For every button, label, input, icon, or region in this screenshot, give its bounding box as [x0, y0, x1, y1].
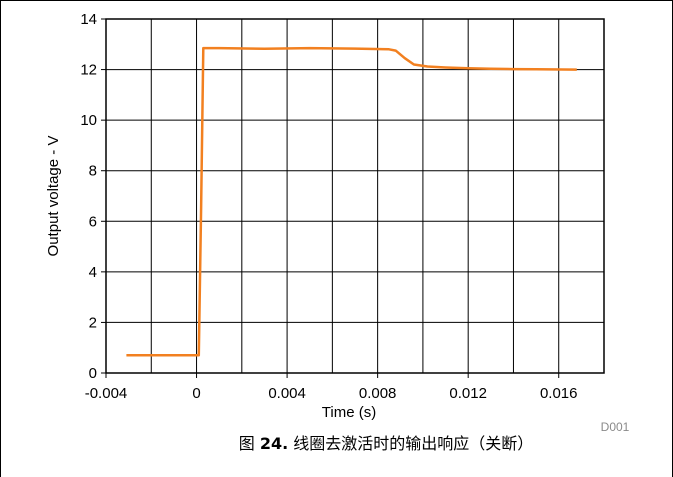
y-tick-label: 2: [89, 314, 97, 331]
caption-prefix: 图: [239, 434, 260, 453]
y-tick-label: 14: [80, 11, 97, 28]
plot-area-border: [105, 18, 605, 374]
series-layer: [126, 46, 577, 357]
y-axis-label: Output voltage - V: [45, 136, 62, 257]
y-tick-label: 6: [89, 213, 97, 230]
series-line: [126, 46, 577, 357]
y-tick-label: 10: [80, 112, 97, 129]
x-tick-label: 0.012: [449, 385, 487, 402]
y-tick-label: 12: [80, 62, 97, 79]
x-axis-label: Time (s): [322, 404, 376, 421]
watermark-code: D001: [601, 420, 630, 434]
x-tick-label: 0.008: [359, 385, 397, 402]
y-tick-label: 0: [89, 365, 97, 382]
x-tick-label: 0.016: [540, 385, 578, 402]
caption-number: 24.: [260, 434, 288, 453]
y-tick-label: 4: [89, 264, 97, 281]
figure-caption: 图 24. 线圈去激活时的输出响应（关断）: [239, 434, 534, 453]
tick-labels: -0.004 0 0.004 0.008 0.012 0.016 0 2 4 6 8 10 12 14: [80, 11, 577, 402]
x-tick-label: 0: [192, 385, 200, 402]
x-tick-label: 0.004: [268, 385, 306, 402]
x-tick-label: -0.004: [85, 385, 128, 402]
caption-text: 线圈去激活时的输出响应（关断）: [288, 434, 533, 453]
y-tick-label: 8: [89, 163, 97, 180]
grid: [105, 18, 605, 374]
